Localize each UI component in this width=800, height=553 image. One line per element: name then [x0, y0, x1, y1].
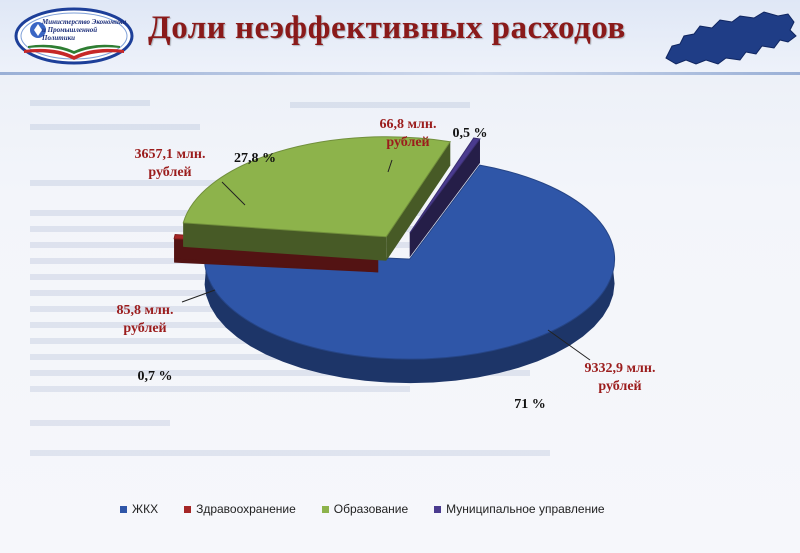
slice-value-label: 85,8 млн. рублей	[117, 303, 174, 336]
pie-slice-wall	[183, 222, 387, 261]
legend-label: Муниципальное управление	[446, 502, 605, 516]
legend-swatch	[184, 505, 192, 513]
russia-map-icon	[665, 11, 797, 65]
legend-item: ЖКХ	[120, 502, 158, 516]
pie-slice-top	[409, 137, 481, 234]
logo-text: Министерство Экономики и Промышленной По…	[42, 18, 127, 42]
slice-value-label: 3657,1 млн. рублей	[135, 147, 206, 180]
pie-slice-2	[182, 136, 452, 261]
leader-line	[181, 289, 216, 303]
pie-slice-top	[182, 136, 452, 238]
chart-legend: ЖКХ Здравоохранение Образование Муниципальн…	[120, 500, 700, 518]
slice-percent-label: 0,7 %	[138, 369, 173, 384]
legend-swatch	[120, 505, 127, 513]
leader-line	[387, 159, 393, 173]
slice-value-label: 66,8 млн. рублей	[380, 117, 437, 150]
pie-slice-top	[204, 164, 616, 360]
legend-item: Образование	[321, 502, 409, 516]
legend-item: Здравоохранение	[184, 502, 296, 516]
pie-slice-3	[409, 137, 481, 257]
pie-slice-wall	[386, 141, 451, 261]
ministry-logo	[14, 7, 134, 65]
pie-slice-wall	[409, 139, 480, 257]
slice-percent-label: 0,5 %	[453, 126, 488, 141]
slice-value-label: 9332,9 млн. рублей	[585, 361, 656, 394]
header-divider	[0, 72, 800, 75]
leader-line	[547, 329, 591, 361]
slide-title: Доли неэффективных расходов	[148, 10, 626, 46]
slice-percent-label: 27,8 %	[234, 151, 276, 166]
leader-line	[221, 181, 246, 206]
legend-label: ЖКХ	[132, 502, 159, 516]
legend-item: Муниципальное управление	[434, 502, 605, 516]
legend-swatch	[321, 505, 329, 513]
legend-label: Образование	[333, 502, 409, 516]
legend-label: Здравоохранение	[196, 502, 296, 516]
slice-percent-label: 71 %	[514, 397, 546, 412]
legend-swatch	[434, 505, 442, 513]
